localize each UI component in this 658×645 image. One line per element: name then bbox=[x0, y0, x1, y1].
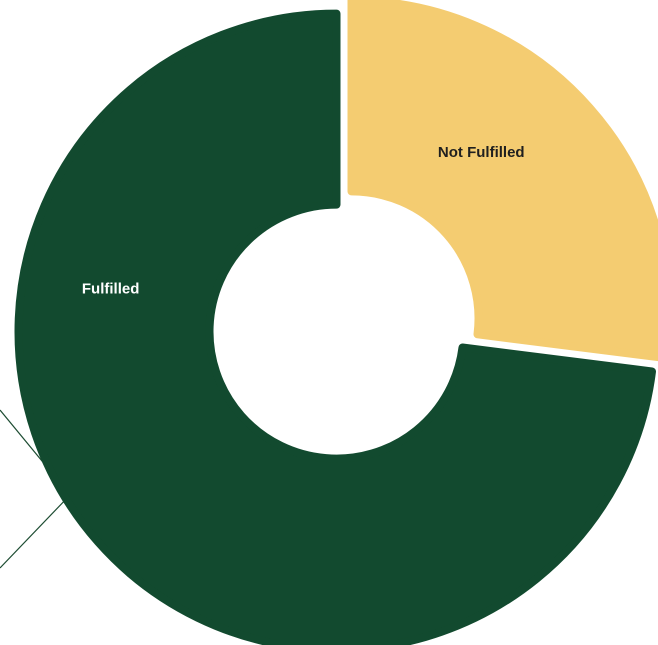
slice-not-fulfilled bbox=[347, 0, 658, 362]
labels-group: Not Fulfilled Fulfilled bbox=[82, 144, 525, 298]
slice-fulfilled bbox=[14, 9, 656, 645]
slice-label-not-fulfilled: Not Fulfilled bbox=[438, 144, 525, 161]
slices-group bbox=[14, 0, 658, 645]
slice-label-fulfilled: Fulfilled bbox=[82, 281, 140, 298]
